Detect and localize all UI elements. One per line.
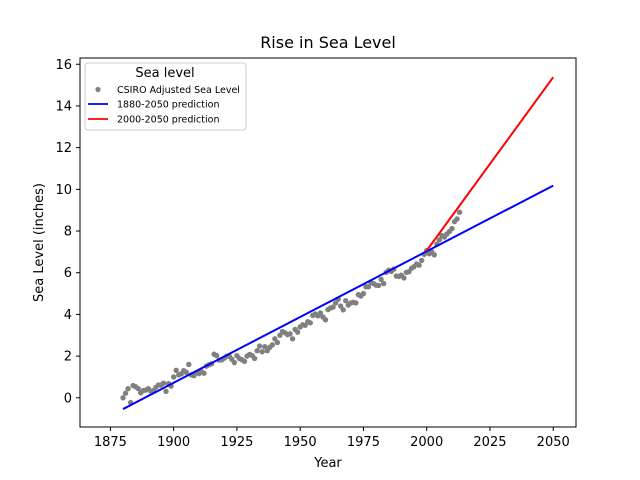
y-tick-label: 12 (55, 141, 72, 156)
scatter-point (380, 280, 387, 287)
legend-marker-scatter (95, 86, 101, 93)
scatter-point (449, 225, 455, 232)
scatter-point (213, 352, 220, 359)
scatter-point (122, 390, 129, 396)
scatter-point (125, 385, 131, 392)
scatter-point (330, 304, 336, 310)
x-tick-label: 2000 (410, 435, 443, 450)
legend-title: Sea level (135, 66, 194, 81)
legend-entry-blue: 1880-2050 prediction (117, 100, 219, 111)
scatter-point (360, 290, 367, 297)
scatter-point (353, 300, 359, 306)
scatter-point (241, 358, 248, 365)
scatter-point (259, 349, 265, 355)
scatter-point (173, 367, 179, 373)
scatter-point (289, 336, 296, 342)
scatter-point (436, 237, 443, 243)
scatter-point (186, 361, 192, 368)
scatter-point (454, 216, 460, 222)
scatter-series (120, 209, 463, 406)
scatter-point (201, 370, 207, 376)
x-tick-label: 1925 (220, 435, 253, 450)
plot-area (120, 76, 555, 410)
y-tick-label: 6 (64, 266, 72, 281)
x-tick-label: 1900 (157, 435, 190, 450)
y-tick-label: 16 (55, 58, 72, 73)
scatter-point (160, 380, 167, 386)
scatter-point (365, 283, 372, 290)
legend-box (84, 62, 247, 131)
scatter-point (378, 276, 384, 283)
scatter-point (170, 374, 177, 380)
scatter-point (431, 252, 437, 258)
scatter-point (269, 342, 276, 348)
scatter-point (231, 359, 238, 366)
scatter-point (256, 343, 263, 349)
prediction-line-1880-2050 (122, 184, 554, 410)
y-tick-label: 0 (64, 391, 72, 406)
x-tick-label: 1875 (94, 435, 127, 450)
legend-entry-scatter: CSIRO Adjusted Sea Level (117, 85, 240, 96)
scatter-point (317, 310, 324, 316)
scatter-point (456, 209, 463, 215)
scatter-point (262, 344, 268, 350)
scatter-point (401, 275, 407, 281)
scatter-point (322, 317, 329, 323)
y-axis-title: Sea Level (inches) (32, 183, 47, 302)
y-tick-label: 14 (55, 99, 72, 114)
scatter-point (287, 331, 293, 337)
scatter-point (343, 297, 349, 304)
scatter-point (120, 395, 126, 401)
scatter-point (251, 355, 258, 362)
legend: Sea level CSIRO Adjusted Sea Level 1880-… (84, 62, 247, 131)
scatter-point (274, 339, 281, 346)
x-tick-label: 1975 (347, 435, 380, 450)
chart-title: Rise in Sea Level (260, 33, 396, 52)
x-axis: 1875 1900 1925 1950 1975 2000 2025 2050 (94, 427, 570, 450)
scatter-point (135, 385, 141, 392)
y-tick-label: 2 (64, 350, 72, 365)
scatter-point (294, 329, 301, 335)
axes-frame (79, 57, 577, 428)
scatter-point (163, 388, 169, 395)
x-tick-label: 2050 (537, 435, 570, 450)
scatter-point (340, 307, 346, 313)
x-tick-label: 1950 (284, 435, 317, 450)
scatter-point (307, 320, 313, 326)
x-axis-title: Year (313, 456, 342, 471)
y-axis: 0 2 4 6 8 10 12 14 16 (55, 58, 80, 406)
y-tick-label: 8 (64, 225, 72, 240)
scatter-point (416, 262, 422, 268)
scatter-point (254, 347, 260, 354)
prediction-line-2000-2050 (425, 76, 555, 252)
y-tick-label: 10 (55, 183, 72, 198)
legend-entry-red: 2000-2050 prediction (117, 115, 219, 126)
scatter-point (183, 369, 189, 376)
scatter-point (375, 282, 382, 289)
scatter-point (418, 257, 425, 264)
y-tick-label: 4 (64, 308, 72, 323)
x-tick-label: 2025 (473, 435, 506, 450)
